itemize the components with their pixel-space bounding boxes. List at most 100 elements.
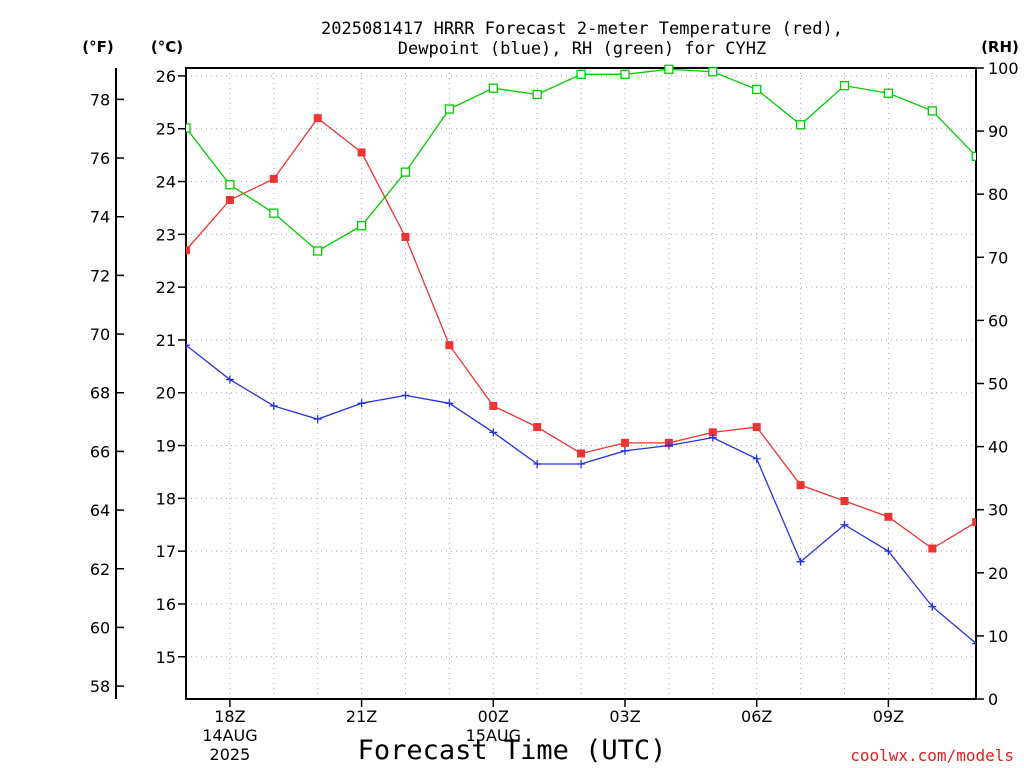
fahrenheit-unit-label: (°F) [82, 38, 113, 56]
rh-tick-label: 100 [988, 59, 1019, 78]
temperature-point [357, 148, 366, 157]
temperature-point [884, 512, 893, 521]
celsius-tick-label: 15 [156, 648, 176, 667]
rh-tick-label: 50 [988, 375, 1008, 394]
fahrenheit-tick-label: 60 [90, 618, 110, 637]
celsius-tick-label: 19 [156, 437, 176, 456]
dewpoint-point [752, 454, 761, 463]
dewpoint-point [664, 441, 673, 450]
fahrenheit-tick-label: 76 [90, 149, 110, 168]
temperature-point [972, 518, 976, 527]
fahrenheit-tick-label: 64 [90, 501, 110, 520]
temperature-point [752, 423, 761, 432]
dewpoint-point [313, 415, 322, 424]
x-date-label: 15AUG [466, 726, 521, 745]
series-plus [186, 341, 976, 648]
temperature-point [928, 544, 937, 553]
rh-tick-label: 80 [988, 185, 1008, 204]
celsius-tick-label: 21 [156, 331, 176, 350]
dewpoint-point [972, 639, 976, 648]
dewpoint-point [225, 375, 234, 384]
dewpoint-point [186, 341, 190, 350]
rh-point [971, 151, 976, 161]
dewpoint-point [533, 460, 542, 469]
celsius-tick-label: 23 [156, 225, 176, 244]
series-open-square [186, 64, 976, 256]
fahrenheit-tick-label: 72 [90, 266, 110, 285]
dewpoint-point [884, 547, 893, 556]
chart-title-line2: Dewpoint (blue), RH (green) for CYHZ [398, 39, 766, 59]
x-date-label: 14AUG [202, 726, 257, 745]
temperature-point [708, 428, 717, 437]
temperature-point [577, 449, 586, 458]
celsius-tick-label: 24 [156, 173, 176, 192]
rh-point [708, 67, 718, 77]
temperature-point [840, 496, 849, 505]
temperature-point [401, 232, 410, 241]
chart-title-line1: 2025081417 HRRR Forecast 2-meter Tempera… [321, 19, 843, 39]
rh-tick-label: 90 [988, 122, 1008, 141]
rh-point [313, 246, 323, 256]
series-filled-square [186, 114, 976, 553]
rh-tick-label: 40 [988, 438, 1008, 457]
rh-tick-label: 10 [988, 627, 1008, 646]
grid-lines [186, 68, 976, 699]
rh-tick-label: 30 [988, 501, 1008, 520]
rh-point [927, 106, 937, 116]
dewpoint-point [577, 460, 586, 469]
celsius-tick-label: 20 [156, 384, 176, 403]
temperature-point [225, 196, 234, 205]
rh-point [576, 69, 586, 79]
temperature-point [313, 114, 322, 123]
tick-labels: 15 16 17 18 19 20 21 22 23 24 25 26 58 60 62 64 66 68 70 72… [90, 59, 1019, 764]
temperature-point [533, 423, 542, 432]
rh-point [839, 81, 850, 91]
dewpoint-point [269, 401, 278, 410]
celsius-tick-label: 17 [156, 542, 176, 561]
celsius-tick-label: 22 [156, 278, 176, 297]
rh-point [269, 208, 279, 218]
rh-point [186, 123, 191, 133]
x-tick-label: 03Z [609, 707, 640, 726]
x-axis-title: Forecast Time (UTC) [358, 735, 667, 766]
dewpoint-point [928, 602, 937, 611]
rh-tick-label: 0 [988, 690, 998, 709]
fahrenheit-tick-label: 66 [90, 442, 110, 461]
dewpoint-point [357, 399, 366, 408]
temperature-point [489, 401, 498, 410]
celsius-tick-label: 26 [156, 67, 176, 86]
dewpoint-point [708, 433, 717, 442]
x-year-label: 2025 [210, 745, 251, 764]
rh-tick-label: 60 [988, 311, 1008, 330]
x-tick-label: 09Z [873, 707, 904, 726]
dewpoint-point [489, 428, 498, 437]
fahrenheit-tick-label: 68 [90, 384, 110, 403]
fahrenheit-tick-label: 70 [90, 325, 110, 344]
rh-point [444, 104, 455, 114]
dewpoint-point [840, 520, 849, 529]
fahrenheit-tick-label: 74 [90, 208, 110, 227]
x-tick-label: 18Z [214, 707, 245, 726]
data-series [186, 64, 976, 648]
fahrenheit-tick-label: 78 [90, 90, 110, 109]
rh-tick-label: 70 [988, 248, 1008, 267]
temperature-point [269, 174, 278, 183]
rh-point [356, 221, 367, 231]
axes [115, 67, 984, 707]
dewpoint-point [796, 557, 805, 566]
rh-point [400, 167, 411, 177]
rh-point [620, 69, 630, 79]
x-tick-label: 00Z [478, 707, 509, 726]
rh-point [664, 64, 674, 74]
rh-point [752, 84, 762, 95]
dewpoint-point [621, 446, 629, 455]
rh-tick-label: 20 [988, 564, 1008, 583]
x-tick-label: 21Z [346, 707, 377, 726]
credit-link[interactable]: coolwx.com/models [850, 746, 1014, 765]
rh-unit-label: (RH) [981, 38, 1019, 56]
celsius-tick-label: 16 [156, 595, 176, 614]
rh-point [883, 88, 894, 98]
rh-point [532, 89, 542, 100]
celsius-unit-label: (°C) [151, 38, 183, 56]
